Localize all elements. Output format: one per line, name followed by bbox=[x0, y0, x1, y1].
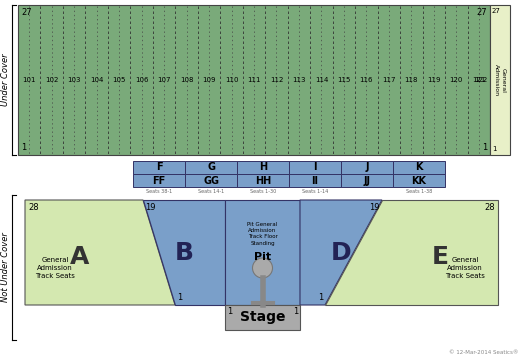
Text: Seats 1-14: Seats 1-14 bbox=[302, 189, 328, 194]
Bar bbox=[225, 305, 300, 330]
Text: 116: 116 bbox=[360, 77, 373, 83]
Bar bbox=[341, 161, 393, 174]
Text: G: G bbox=[207, 162, 215, 172]
Text: 111: 111 bbox=[247, 77, 261, 83]
Text: KK: KK bbox=[412, 175, 426, 185]
Text: 118: 118 bbox=[405, 77, 418, 83]
Bar bbox=[133, 161, 185, 174]
Text: GG: GG bbox=[203, 175, 219, 185]
Text: 1: 1 bbox=[227, 307, 232, 316]
Text: 113: 113 bbox=[292, 77, 306, 83]
Text: 1: 1 bbox=[21, 143, 26, 152]
Text: 1: 1 bbox=[293, 307, 298, 316]
Text: General
Admission
Track Seats: General Admission Track Seats bbox=[35, 256, 75, 279]
Text: J: J bbox=[365, 162, 369, 172]
Text: 120: 120 bbox=[449, 77, 463, 83]
Text: 28: 28 bbox=[485, 203, 495, 212]
Polygon shape bbox=[143, 200, 225, 305]
Text: 122: 122 bbox=[474, 77, 487, 83]
Text: © 12-Mar-2014 Seatics®: © 12-Mar-2014 Seatics® bbox=[449, 350, 518, 355]
Text: Seats 1-30: Seats 1-30 bbox=[250, 189, 276, 194]
Circle shape bbox=[253, 258, 272, 278]
Text: 1: 1 bbox=[318, 293, 323, 302]
Text: 110: 110 bbox=[225, 77, 238, 83]
Bar bbox=[393, 174, 445, 187]
Text: 108: 108 bbox=[180, 77, 193, 83]
Text: 104: 104 bbox=[90, 77, 103, 83]
Bar bbox=[341, 174, 393, 187]
Text: I: I bbox=[313, 162, 317, 172]
Bar bbox=[133, 174, 185, 187]
Text: 119: 119 bbox=[427, 77, 440, 83]
Text: 107: 107 bbox=[158, 77, 171, 83]
Text: HH: HH bbox=[255, 175, 271, 185]
Text: 114: 114 bbox=[315, 77, 328, 83]
Bar bbox=[237, 161, 289, 174]
Bar bbox=[185, 174, 237, 187]
Text: Seats 1-38: Seats 1-38 bbox=[406, 189, 432, 194]
Text: 105: 105 bbox=[112, 77, 126, 83]
Text: FF: FF bbox=[152, 175, 165, 185]
Text: Pit General
Admission
Track Floor
Standing: Pit General Admission Track Floor Standi… bbox=[247, 222, 278, 246]
Text: 102: 102 bbox=[45, 77, 58, 83]
Text: Seats 38-1: Seats 38-1 bbox=[146, 189, 172, 194]
Text: 1: 1 bbox=[177, 293, 182, 302]
Bar bbox=[289, 174, 341, 187]
Text: 1: 1 bbox=[492, 146, 497, 152]
Bar bbox=[237, 174, 289, 187]
Text: 121: 121 bbox=[472, 77, 486, 83]
Text: 103: 103 bbox=[67, 77, 81, 83]
Bar bbox=[393, 161, 445, 174]
Text: A: A bbox=[70, 246, 90, 270]
Bar bbox=[490, 5, 510, 155]
Text: 109: 109 bbox=[202, 77, 216, 83]
Text: 1: 1 bbox=[482, 143, 487, 152]
Text: 101: 101 bbox=[23, 77, 36, 83]
Text: E: E bbox=[432, 246, 448, 270]
Text: H: H bbox=[259, 162, 267, 172]
Text: Pit: Pit bbox=[254, 252, 271, 262]
Text: K: K bbox=[415, 162, 423, 172]
Text: JJ: JJ bbox=[363, 175, 371, 185]
Text: F: F bbox=[156, 162, 162, 172]
Bar bbox=[18, 5, 490, 155]
Text: 27: 27 bbox=[476, 8, 487, 17]
Polygon shape bbox=[325, 200, 498, 305]
Text: Not Under Cover: Not Under Cover bbox=[2, 233, 10, 302]
Text: 27: 27 bbox=[492, 8, 501, 14]
Polygon shape bbox=[25, 200, 175, 305]
Polygon shape bbox=[225, 200, 300, 305]
Text: Seats 14-1: Seats 14-1 bbox=[198, 189, 224, 194]
Text: 112: 112 bbox=[270, 77, 283, 83]
Polygon shape bbox=[300, 200, 382, 305]
Text: 27: 27 bbox=[21, 8, 32, 17]
Text: 106: 106 bbox=[135, 77, 149, 83]
Text: 28: 28 bbox=[28, 203, 39, 212]
Bar bbox=[185, 161, 237, 174]
Text: General
Admission: General Admission bbox=[495, 64, 506, 96]
Text: 19: 19 bbox=[145, 203, 155, 212]
Text: D: D bbox=[331, 240, 351, 265]
Text: Stage: Stage bbox=[240, 310, 285, 324]
Text: B: B bbox=[174, 240, 194, 265]
Bar bbox=[289, 161, 341, 174]
Text: 115: 115 bbox=[337, 77, 351, 83]
Text: General
Admission
Track Seats: General Admission Track Seats bbox=[445, 256, 485, 279]
Text: 117: 117 bbox=[382, 77, 396, 83]
Text: Under Cover: Under Cover bbox=[2, 54, 10, 106]
Text: II: II bbox=[311, 175, 319, 185]
Text: 19: 19 bbox=[370, 203, 380, 212]
